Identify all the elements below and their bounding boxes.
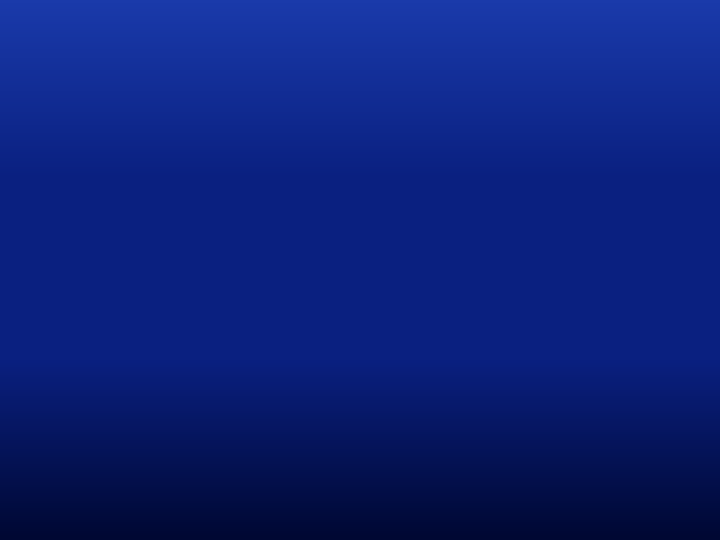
Text: (base): (base)	[189, 262, 249, 280]
Bar	[240, 436, 248, 442]
Text: Derivational suffix: Derivational suffix	[390, 244, 572, 262]
Text: unanalysable root: unanalysable root	[142, 226, 318, 244]
Bar	[112, 194, 626, 314]
Text: +: +	[353, 241, 374, 265]
Bar	[372, 202, 603, 304]
Bar	[124, 202, 322, 304]
Text: desire: desire	[150, 361, 211, 380]
Bar	[389, 348, 526, 393]
Bar	[138, 367, 145, 374]
Text: 2. Base: 2. Base	[301, 98, 437, 131]
Text: able: able	[427, 357, 487, 384]
Bar	[342, 249, 349, 256]
Bar	[177, 268, 184, 275]
Bar	[130, 231, 138, 238]
Text: Figure (1): Figure (1)	[252, 423, 408, 455]
Bar	[379, 249, 385, 256]
Bar	[132, 348, 285, 393]
